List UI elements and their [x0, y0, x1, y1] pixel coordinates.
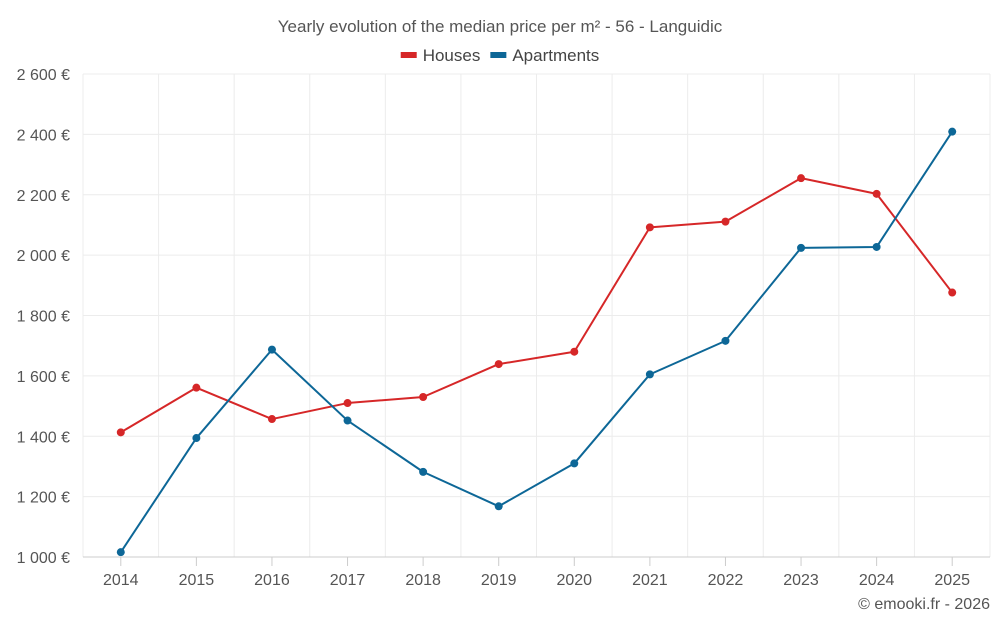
x-tick-label: 2017: [330, 572, 366, 589]
x-tick-label: 2025: [934, 572, 970, 589]
data-point-houses[interactable]: [948, 288, 957, 297]
x-tick-label: 2020: [556, 572, 592, 589]
series-group: [116, 127, 957, 557]
data-point-houses[interactable]: [267, 415, 276, 424]
y-tick-label: 1 000 €: [17, 550, 70, 567]
y-tick-label: 2 600 €: [17, 67, 70, 84]
legend-label: Houses: [423, 46, 481, 65]
data-point-houses[interactable]: [419, 393, 428, 402]
x-tick-label: 2018: [405, 572, 441, 589]
data-point-houses[interactable]: [721, 217, 730, 226]
data-point-houses[interactable]: [645, 223, 654, 232]
data-point-houses[interactable]: [116, 428, 125, 437]
data-point-apartments[interactable]: [494, 502, 503, 511]
data-point-houses[interactable]: [343, 399, 352, 408]
credit-text: © emooki.fr - 2026: [858, 596, 990, 613]
x-tick-label: 2024: [859, 572, 895, 589]
x-tick-label: 2023: [783, 572, 819, 589]
x-tick-label: 2022: [708, 572, 744, 589]
data-point-apartments[interactable]: [419, 467, 428, 476]
data-point-apartments[interactable]: [570, 459, 579, 468]
data-point-apartments[interactable]: [721, 336, 730, 345]
y-tick-label: 1 800 €: [17, 309, 70, 326]
series-apartments: [116, 127, 957, 557]
y-tick-label: 2 400 €: [17, 127, 70, 144]
data-point-houses[interactable]: [192, 383, 201, 392]
x-axis: 2014 2015 2016 2017 2018 2019 2020 2021 2022 2023…: [83, 556, 990, 589]
grid: [82, 73, 991, 557]
data-point-apartments[interactable]: [948, 127, 957, 136]
series-line-apartments: [119, 131, 954, 553]
data-point-apartments[interactable]: [872, 242, 881, 251]
y-tick-label: 1 200 €: [17, 490, 70, 507]
data-point-apartments[interactable]: [267, 345, 276, 354]
data-point-apartments[interactable]: [645, 370, 654, 379]
series-line-houses: [120, 177, 954, 434]
x-tick-label: 2019: [481, 572, 517, 589]
legend-swatch: [400, 52, 417, 58]
data-point-apartments[interactable]: [116, 548, 125, 557]
legend-swatch: [490, 52, 507, 58]
y-tick-label: 1 400 €: [17, 429, 70, 446]
chart-title: Yearly evolution of the median price per…: [278, 17, 723, 36]
data-point-apartments[interactable]: [192, 434, 201, 443]
x-tick-label: 2015: [179, 572, 215, 589]
data-point-apartments[interactable]: [797, 243, 806, 252]
y-tick-label: 2 000 €: [17, 248, 70, 265]
data-point-houses[interactable]: [797, 174, 806, 183]
x-tick-label: 2014: [103, 572, 139, 589]
data-point-apartments[interactable]: [343, 416, 352, 425]
legend-item-apartments[interactable]: Apartments: [490, 46, 599, 65]
data-point-houses[interactable]: [872, 189, 881, 198]
x-tick-label: 2016: [254, 572, 290, 589]
data-point-houses[interactable]: [494, 360, 503, 369]
y-axis: 1 000 € 1 200 € 1 400 € 1 600 € 1 800 € 2 000…: [17, 67, 70, 567]
y-tick-label: 2 200 €: [17, 188, 70, 205]
y-tick-label: 1 600 €: [17, 369, 70, 386]
legend[interactable]: Houses Apartments: [400, 46, 600, 65]
x-tick-label: 2021: [632, 572, 668, 589]
legend-label: Apartments: [512, 46, 599, 65]
legend-item-houses[interactable]: Houses: [400, 46, 481, 65]
data-point-houses[interactable]: [570, 347, 579, 356]
series-houses: [116, 174, 957, 437]
